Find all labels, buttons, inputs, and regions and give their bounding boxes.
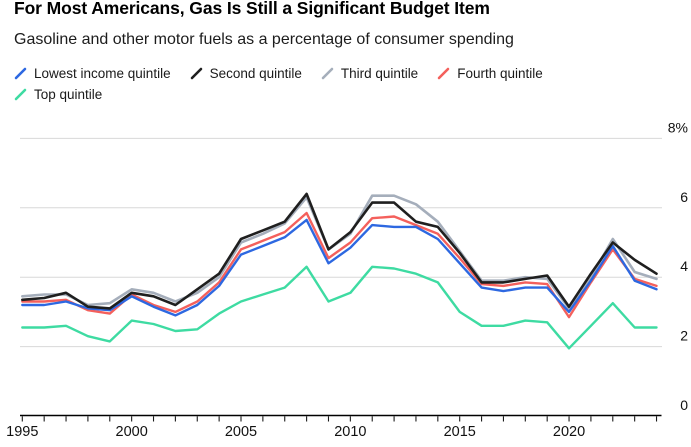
series-line-third-quintile [20,194,658,310]
series-line-top-quintile [21,265,658,350]
series-line-second-quintile [20,192,658,310]
legend-line-marker-icon [14,88,27,100]
legend-marker-stroke [437,67,450,79]
legend-item-fourth-quintile: Fourth quintile [437,66,543,81]
x-axis-label-2020: 2020 [553,424,585,440]
y-axis-label-8: 8% [668,119,688,135]
legend-line-marker-icon [190,67,202,79]
x-axis-label-2000: 2000 [116,424,148,440]
legend-label: Third quintile [340,65,419,81]
legend-item-lowest-income-quintile: Lowest income quintile [14,66,171,81]
series-line-lowest-income-quintile [21,218,658,317]
x-axis-label-2010: 2010 [334,424,366,440]
legend-marker-stroke [190,67,202,79]
y-axis-label-0: 0 [680,397,688,413]
x-axis-label-2005: 2005 [225,424,257,440]
legend: Lowest income quintile Second quintile Thi… [14,63,543,104]
y-axis-label-6: 6 [680,189,688,205]
legend-line-marker-icon [14,67,27,79]
legend-label: Fourth quintile [457,65,543,81]
x-axis-label-1995: 1995 [6,424,38,440]
legend-marker-stroke [14,88,27,100]
legend-row-2: Top quintile [14,84,543,104]
chart-subtitle: Gasoline and other motor fuels as a perc… [14,31,514,48]
legend-label: Lowest income quintile [34,65,171,81]
legend-row-1: Lowest income quintile Second quintile Thi… [14,63,543,83]
legend-line-marker-icon [437,67,450,79]
legend-item-second-quintile: Second quintile [190,66,302,81]
legend-label: Second quintile [209,65,302,81]
legend-label: Top quintile [34,86,103,102]
legend-item-top-quintile: Top quintile [14,87,102,102]
y-axis-label-4: 4 [680,258,688,274]
x-axis-label-2015: 2015 [444,424,476,440]
y-axis-label-2: 2 [680,328,688,344]
chart-title: For Most Americans, Gas Is Still a Signi… [14,0,490,18]
legend-item-third-quintile: Third quintile [321,66,418,81]
legend-marker-stroke [14,67,27,79]
legend-marker-stroke [321,67,334,79]
legend-line-marker-icon [321,67,334,79]
